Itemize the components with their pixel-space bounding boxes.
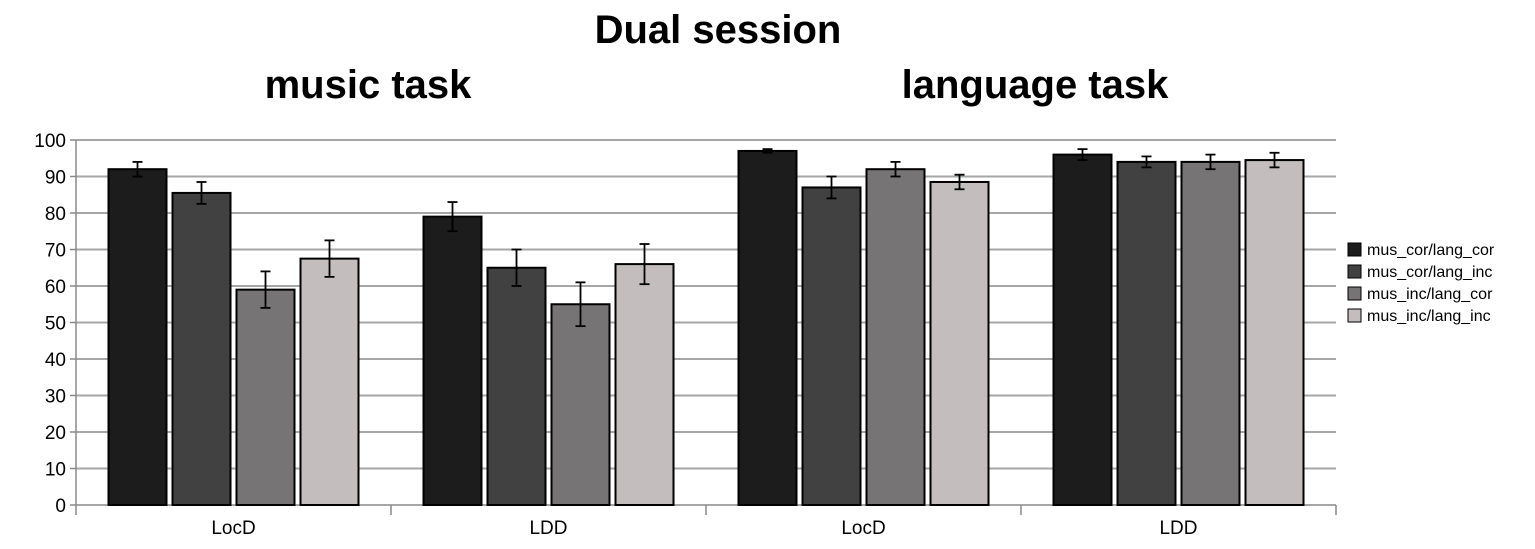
legend-label: mus_inc/lang_inc: [1367, 308, 1491, 325]
y-tick-label: 80: [45, 204, 66, 225]
x-tick-label: LocD: [211, 518, 255, 539]
bar: [737, 149, 798, 506]
bars: [107, 149, 1305, 507]
legend-swatch: [1347, 242, 1362, 257]
bar: [1244, 159, 1305, 506]
panel-title-music: music task: [265, 63, 473, 107]
y-tick-label: 60: [45, 277, 66, 298]
chart-title: Dual session: [595, 8, 842, 52]
y-axis: 0 10 20 30 40 50 60 70 80 90 100: [34, 131, 77, 517]
legend-swatch: [1347, 286, 1362, 301]
bar: [865, 168, 926, 506]
y-tick-label: 50: [45, 314, 66, 335]
y-tick-label: 90: [45, 168, 66, 189]
legend-label: mus_cor/lang_cor: [1367, 242, 1495, 259]
error-bars: [132, 148, 1280, 328]
y-tick-label: 10: [45, 460, 66, 481]
legend-swatch: [1347, 308, 1362, 323]
bar: [1116, 160, 1177, 506]
bar: [550, 303, 611, 506]
panel-title-language: language task: [902, 63, 1170, 107]
bar: [299, 257, 360, 506]
x-tick-label: LDD: [1159, 518, 1197, 539]
y-tick-label: 100: [34, 131, 66, 152]
legend-label: mus_cor/lang_inc: [1367, 264, 1492, 281]
y-tick-label: 70: [45, 241, 66, 262]
bar: [171, 191, 232, 507]
bar: [235, 288, 296, 506]
bar: [107, 168, 168, 506]
bar: [422, 215, 483, 506]
bar: [614, 263, 675, 506]
legend-label: mus_inc/lang_cor: [1367, 286, 1493, 303]
x-tick-label: LocD: [841, 518, 885, 539]
y-tick-label: 30: [45, 387, 66, 408]
x-tick-label: LDD: [529, 518, 567, 539]
bar: [929, 180, 990, 506]
legend: mus_cor/lang_cor mus_cor/lang_inc mus_inc/…: [1347, 242, 1495, 325]
bar: [801, 186, 862, 506]
legend-swatch: [1347, 264, 1362, 279]
x-axis: LocD LDD LocD LDD: [75, 504, 1337, 539]
bar: [486, 266, 547, 506]
y-tick-label: 20: [45, 423, 66, 444]
bar: [1052, 153, 1113, 506]
y-tick-label: 40: [45, 350, 66, 371]
bar: [1180, 160, 1241, 506]
y-tick-label: 0: [55, 496, 66, 517]
